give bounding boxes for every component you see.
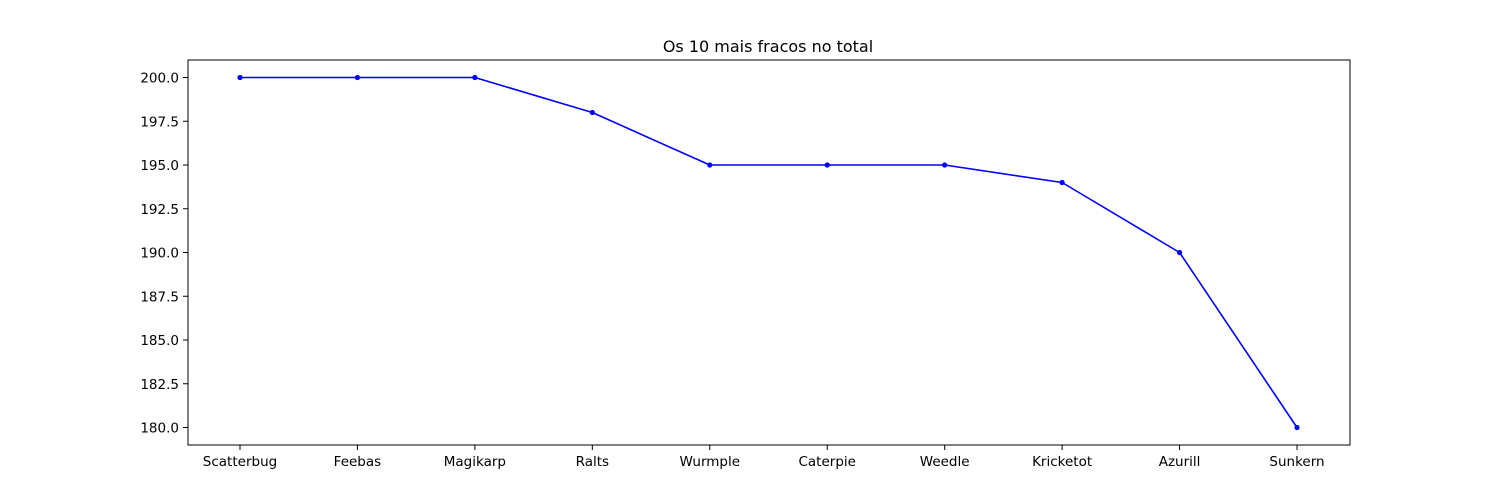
- x-tick-label: Weedle: [920, 454, 970, 470]
- series-line: [240, 76, 1298, 428]
- y-tick-label: 185.0: [140, 333, 179, 349]
- data-point-kricketot: [1059, 179, 1065, 186]
- data-point-caterpie: [824, 162, 830, 168]
- data-point-sunkern: [1294, 424, 1300, 431]
- x-axis-ticks: Scatterbug Feebas Magikarp Ralts Wurmple Cate…: [203, 445, 1325, 470]
- x-tick-label: Wurmple: [680, 454, 741, 470]
- series-layer: [237, 74, 1300, 431]
- y-tick-label: 195.0: [140, 158, 179, 174]
- plot-area-frame: [187, 59, 1351, 446]
- data-point-scatterbug: [237, 74, 243, 81]
- x-tick-label: Azurill: [1159, 454, 1201, 470]
- x-tick-label: Feebas: [334, 454, 382, 470]
- y-tick-label: 190.0: [140, 246, 179, 262]
- data-point-magikarp: [472, 74, 478, 81]
- x-tick-label: Kricketot: [1032, 454, 1092, 470]
- y-tick-label: 187.5: [140, 289, 179, 305]
- y-tick-label: 200.0: [140, 71, 179, 87]
- y-tick-label: 197.5: [140, 114, 179, 130]
- x-tick-label: Magikarp: [444, 454, 506, 470]
- y-axis-ticks: 180.0 182.5 185.0 187.5 190.0 192.5 195.0 197.5…: [140, 71, 188, 437]
- data-point-azurill: [1176, 249, 1183, 256]
- data-point-wurmple: [707, 162, 713, 168]
- x-tick-label: Ralts: [576, 454, 609, 470]
- chart-title: Os 10 mais fracos no total: [663, 37, 873, 56]
- data-point-weedle: [942, 162, 948, 168]
- y-tick-label: 180.0: [140, 421, 179, 437]
- y-tick-label: 192.5: [140, 202, 179, 218]
- y-tick-label: 182.5: [140, 377, 179, 393]
- x-tick-label: Sunkern: [1269, 454, 1324, 470]
- x-tick-label: Caterpie: [798, 454, 855, 470]
- x-tick-label: Scatterbug: [203, 454, 277, 470]
- data-point-feebas: [354, 74, 361, 81]
- data-point-ralts: [589, 109, 595, 116]
